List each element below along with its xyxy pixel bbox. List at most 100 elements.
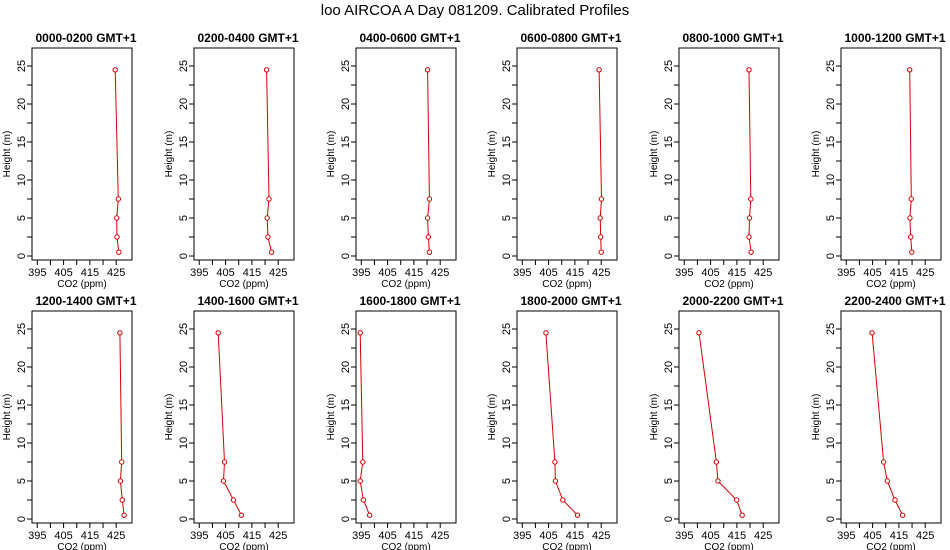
data-point (748, 249, 754, 255)
x-tick-label: 425 (592, 530, 610, 542)
y-tick-label: 20 (16, 98, 28, 110)
data-point (909, 249, 915, 255)
y-tick-label: 25 (663, 323, 675, 335)
profile-line (909, 69, 913, 253)
x-tick-label: 405 (539, 267, 557, 279)
y-tick-label: 10 (825, 174, 837, 186)
x-tick-label: 405 (54, 267, 72, 279)
x-tick-label: 415 (890, 267, 908, 279)
data-point (552, 478, 559, 484)
y-axis-label: Height (m) (164, 131, 175, 178)
x-tick-label: 415 (566, 267, 584, 279)
x-tick-label: 425 (916, 267, 934, 279)
y-tick-label: 15 (340, 399, 352, 411)
x-axis-label: CO2 (ppm) (57, 542, 106, 550)
y-tick-label: 25 (825, 60, 837, 72)
x-tick-label: 395 (190, 267, 208, 279)
y-tick-label: 5 (501, 478, 513, 484)
profile-line (266, 69, 273, 253)
y-axis-label: Height (m) (811, 394, 822, 441)
x-tick-label: 415 (728, 267, 746, 279)
data-point (906, 67, 913, 73)
y-axis-label: Height (m) (2, 131, 13, 178)
data-point (560, 497, 566, 503)
panel-title: 1000-1200 GMT+1 (844, 31, 945, 45)
y-tick-label: 20 (501, 361, 513, 373)
y-tick-label: 15 (663, 399, 675, 411)
data-point (220, 478, 227, 484)
x-tick-label: 415 (728, 530, 746, 542)
x-tick-label: 425 (107, 530, 125, 542)
data-point (360, 497, 367, 503)
y-tick-label: 10 (178, 174, 190, 186)
x-tick-label: 405 (701, 267, 719, 279)
y-tick-label: 20 (663, 98, 675, 110)
y-tick-label: 25 (178, 60, 190, 72)
panel-title: 1400-1600 GMT+1 (197, 294, 298, 308)
y-tick-label: 0 (825, 253, 837, 259)
y-tick-label: 25 (16, 60, 28, 72)
x-tick-label: 395 (675, 530, 693, 542)
data-point (112, 67, 118, 73)
x-tick-label: 425 (592, 267, 610, 279)
y-tick-label: 20 (825, 98, 837, 110)
data-point (907, 215, 913, 221)
panel-title: 1600-1800 GMT+1 (359, 294, 460, 308)
plot-frame (516, 310, 618, 524)
data-point (574, 512, 581, 518)
y-tick-label: 0 (178, 253, 190, 259)
y-tick-label: 5 (178, 478, 190, 484)
y-axis-label: Height (m) (487, 394, 498, 441)
data-point (880, 459, 887, 465)
data-point (221, 459, 228, 465)
panel-title: 0800-1000 GMT+1 (682, 31, 783, 45)
panel-title: 0200-0400 GMT+1 (197, 31, 298, 45)
y-tick-label: 15 (663, 136, 675, 148)
x-axis-label: CO2 (ppm) (219, 542, 268, 550)
data-point (119, 497, 125, 503)
x-tick-label: 425 (269, 530, 287, 542)
data-point (263, 67, 270, 73)
x-axis-label: CO2 (ppm) (542, 279, 591, 290)
x-axis-label: CO2 (ppm) (704, 279, 753, 290)
x-tick-label: 395 (28, 267, 46, 279)
data-point (746, 67, 752, 73)
x-axis-label: CO2 (ppm) (219, 279, 268, 290)
x-tick-label: 395 (190, 530, 208, 542)
y-tick-label: 0 (340, 253, 352, 259)
panel-title: 2200-2400 GMT+1 (844, 294, 945, 308)
y-axis-label: Height (m) (487, 131, 498, 178)
y-tick-label: 10 (178, 437, 190, 449)
x-tick-label: 405 (216, 530, 234, 542)
data-point (117, 478, 124, 484)
profile-line (427, 69, 430, 253)
plot-frame (355, 47, 457, 261)
plot-frame (678, 47, 780, 261)
y-tick-label: 25 (663, 60, 675, 72)
x-tick-label: 415 (405, 267, 423, 279)
x-tick-label: 415 (243, 530, 261, 542)
x-tick-label: 425 (431, 267, 449, 279)
x-tick-label: 395 (28, 530, 46, 542)
x-tick-label: 395 (352, 267, 370, 279)
data-point (117, 330, 123, 336)
data-point (426, 196, 433, 202)
y-tick-label: 10 (16, 174, 28, 186)
x-tick-label: 405 (54, 530, 72, 542)
x-axis-label: CO2 (ppm) (57, 279, 106, 290)
x-tick-label: 425 (916, 530, 934, 542)
data-point (426, 249, 433, 255)
y-tick-label: 5 (340, 478, 352, 484)
y-tick-label: 5 (663, 215, 675, 221)
data-point (121, 512, 127, 518)
plot-frame (31, 47, 133, 261)
plot-frame (678, 310, 780, 524)
panel-title: 1200-1400 GMT+1 (35, 294, 136, 308)
data-point (268, 249, 275, 255)
x-tick-label: 395 (513, 267, 531, 279)
